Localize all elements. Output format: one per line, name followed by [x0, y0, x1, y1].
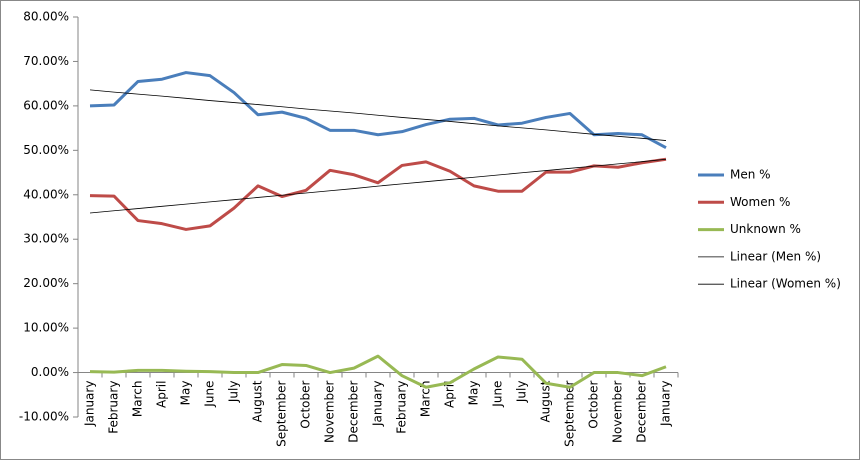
x-tick-label: November [611, 381, 625, 443]
x-tick-label: November [323, 381, 337, 443]
x-tick-label: July [227, 381, 241, 404]
series-line [89, 157, 667, 231]
trend-line [89, 158, 667, 214]
legend-label: Unknown % [730, 222, 801, 236]
y-tick-label: 20.00% [23, 276, 69, 290]
x-tick-label: September [563, 380, 577, 446]
y-tick-label: 30.00% [23, 232, 69, 246]
legend-label: Men % [730, 168, 771, 182]
x-tick-label: May [179, 381, 193, 406]
y-tick-label: 60.00% [23, 98, 69, 112]
x-tick-label: January [83, 381, 97, 428]
legend-label: Linear (Men %) [730, 249, 821, 263]
x-tick-label: October [587, 380, 601, 428]
x-tick-label: May [467, 381, 481, 406]
x-tick-label: February [107, 381, 121, 434]
y-tick-label: 80.00% [23, 10, 69, 24]
y-tick-label: 0.00% [31, 365, 69, 379]
x-tick-label: March [419, 381, 433, 418]
y-tick-label: 50.00% [23, 143, 69, 157]
x-tick-label: July [515, 381, 529, 404]
series-line [89, 354, 667, 389]
x-tick-label: December [347, 380, 361, 442]
x-tick-label: December [635, 380, 649, 442]
x-tick-label: August [539, 380, 553, 422]
trend-line [89, 89, 667, 141]
x-tick-label: August [251, 380, 265, 422]
x-tick-label: April [155, 381, 169, 408]
x-tick-label: January [659, 381, 673, 428]
legend-label: Linear (Women %) [730, 277, 841, 291]
y-tick-label: 10.00% [23, 321, 69, 335]
x-tick-label: January [371, 381, 385, 428]
x-tick-label: October [299, 380, 313, 428]
x-tick-label: February [395, 381, 409, 434]
legend-label: Women % [730, 195, 790, 209]
y-tick-label: 40.00% [23, 187, 69, 201]
x-tick-label: April [443, 381, 457, 408]
x-tick-label: September [275, 380, 289, 446]
x-tick-label: June [203, 381, 217, 408]
y-tick-label: 70.00% [23, 54, 69, 68]
x-tick-label: March [131, 381, 145, 418]
series-line [89, 71, 667, 149]
y-tick-label: -10.00% [19, 410, 69, 424]
x-tick-label: June [491, 381, 505, 408]
